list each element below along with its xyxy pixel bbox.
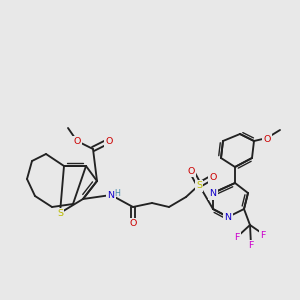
Text: O: O	[209, 173, 217, 182]
Text: F: F	[248, 242, 254, 250]
Text: O: O	[105, 137, 113, 146]
Text: H: H	[114, 188, 120, 197]
Text: O: O	[263, 134, 271, 143]
Text: O: O	[73, 137, 81, 146]
Text: N: N	[224, 214, 232, 223]
Text: N: N	[209, 190, 217, 199]
Text: F: F	[260, 230, 266, 239]
Text: F: F	[234, 233, 240, 242]
Text: N: N	[107, 191, 115, 200]
Text: S: S	[57, 209, 63, 218]
Text: S: S	[196, 182, 202, 190]
Text: O: O	[187, 167, 195, 176]
Text: O: O	[129, 220, 137, 229]
